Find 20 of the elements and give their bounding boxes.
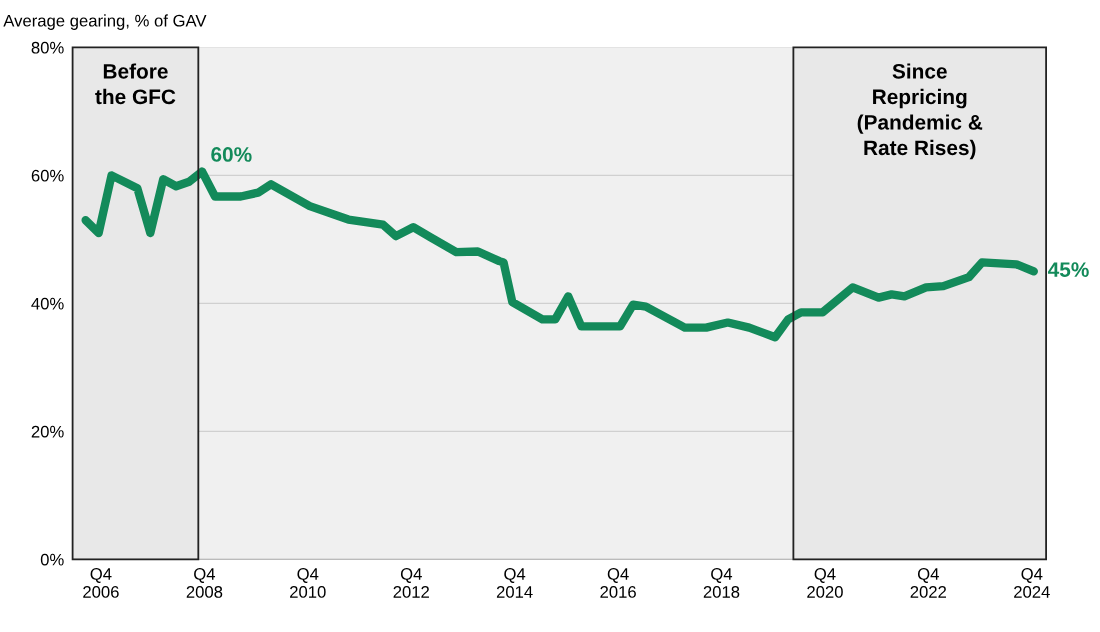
chart-title: Average gearing, % of GAV [3,14,207,30]
annotation: 45% [1047,262,1089,277]
y-tick-label: 60% [31,169,64,182]
annotation: 60% [211,147,252,162]
x-tick-label: Q4 2006 [83,568,119,598]
x-tick-label: Q4 2022 [910,568,947,598]
band-label: Since Repricing (Pandemic & Rate Rises) [857,63,983,160]
x-tick-label: Q4 2012 [393,568,429,598]
x-tick-label: Q4 2010 [290,568,326,598]
x-tick-label: Q4 2008 [186,568,223,598]
x-tick-label: Q4 2024 [1014,568,1050,598]
x-tick-label: Q4 2014 [496,568,533,598]
y-tick-label: 80% [31,41,64,54]
x-tick-label: Q4 2018 [703,568,740,598]
y-tick-label: 20% [31,425,64,438]
y-tick-label: 0% [40,553,64,566]
x-tick-label: Q4 2020 [807,568,843,598]
y-tick-label: 40% [31,297,64,310]
x-tick-label: Q4 2016 [600,568,636,598]
band-label: Before the GFC [95,63,176,105]
